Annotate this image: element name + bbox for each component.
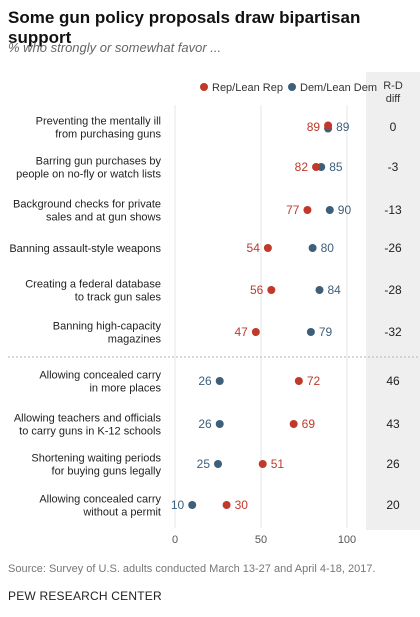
x-tick-label: 50 [255, 534, 267, 546]
row-label: Banning assault-style weapons [9, 243, 161, 255]
row-label: in more places [89, 383, 161, 395]
dem-value-label: 85 [329, 160, 343, 174]
dem-value-label: 79 [319, 325, 333, 339]
dem-dot [214, 460, 222, 468]
row-label: without a permit [82, 507, 161, 519]
dem-value-label: 80 [321, 241, 335, 255]
dem-value-label: 26 [198, 417, 212, 431]
row-label: to track gun sales [75, 292, 162, 304]
row-label: magazines [108, 334, 162, 346]
row-label: Creating a federal database [25, 279, 161, 291]
rep-dot [267, 286, 276, 294]
rep-value-label: 77 [286, 203, 300, 217]
diff-column-header: R-D diff [366, 80, 420, 106]
rep-dot [303, 206, 312, 214]
rep-value-label: 89 [307, 120, 321, 134]
row-label: Background checks for private [13, 199, 161, 211]
dem-dot [215, 377, 224, 385]
row-label: people on no-fly or watch lists [16, 169, 161, 181]
row-label: Allowing concealed carry [39, 370, 161, 382]
dem-value-label: 90 [338, 203, 352, 217]
legend-rep-label: Rep/Lean Rep [212, 82, 283, 94]
diff-column-background [366, 72, 420, 530]
legend-rep-dot [200, 83, 208, 91]
row-label: Allowing teachers and officials [14, 413, 162, 425]
legend-item-rep: Rep/Lean Rep [200, 82, 283, 94]
x-tick-label: 100 [338, 534, 356, 546]
diff-value: -3 [388, 160, 399, 174]
rep-dot [251, 328, 260, 336]
rep-value-label: 82 [295, 160, 309, 174]
row-label: Banning high-capacity [53, 321, 162, 333]
rep-dot [263, 244, 272, 252]
chart-title: Some gun policy proposals draw bipartisa… [8, 8, 361, 47]
rep-value-label: 51 [271, 457, 285, 471]
diff-value: 43 [386, 417, 400, 431]
diff-value: 26 [386, 457, 400, 471]
row-label: to carry guns in K-12 schools [19, 426, 161, 438]
row-label: Allowing concealed carry [39, 494, 161, 506]
rep-value-label: 69 [302, 417, 316, 431]
diff-value: -26 [384, 241, 402, 255]
diff-value: -13 [384, 203, 402, 217]
row-label: Shortening waiting periods [31, 453, 161, 465]
diff-value: 20 [386, 498, 400, 512]
dem-value-label: 84 [327, 283, 341, 297]
dem-value-label: 26 [198, 374, 212, 388]
legend-dem-dot [288, 83, 296, 91]
row-label: Barring gun purchases by [36, 156, 162, 168]
rep-dot [312, 163, 321, 171]
diff-value: 46 [386, 374, 400, 388]
diff-value: -28 [384, 283, 402, 297]
rep-dot [289, 420, 298, 428]
dem-dot [308, 244, 317, 252]
dem-value-label: 25 [197, 457, 211, 471]
diff-header-line-1: R-D [383, 80, 403, 92]
row-label: sales and at gun shows [46, 212, 161, 224]
row-label: for buying guns legally [52, 466, 162, 478]
row-label: from purchasing guns [55, 129, 161, 141]
diff-header-line-2: diff [385, 93, 401, 105]
rep-dot [324, 121, 333, 130]
rep-dot [258, 460, 267, 468]
row-label: Preventing the mentally ill [36, 116, 161, 128]
dem-value-label: 89 [336, 120, 350, 134]
rep-value-label: 54 [247, 241, 261, 255]
dem-value-label: 10 [171, 498, 185, 512]
dem-dot [325, 206, 334, 214]
dem-dot [306, 328, 315, 336]
rep-value-label: 30 [235, 498, 249, 512]
x-tick-label: 0 [172, 534, 178, 546]
dem-dot [188, 501, 197, 509]
diff-value: 0 [390, 120, 397, 134]
diff-value: -32 [384, 325, 402, 339]
dem-dot [315, 286, 324, 294]
org-name: PEW RESEARCH CENTER [8, 589, 162, 603]
rep-value-label: 72 [307, 374, 321, 388]
source-note: Source: Survey of U.S. adults conducted … [8, 563, 376, 575]
rep-value-label: 47 [234, 325, 248, 339]
rep-value-label: 56 [250, 283, 264, 297]
rep-dot [294, 377, 303, 385]
chart-subtitle: % who strongly or somewhat favor ... [8, 40, 222, 55]
rep-dot [222, 501, 231, 509]
legend-item-dem: Dem/Lean Dem [288, 82, 377, 94]
legend-dem-label: Dem/Lean Dem [300, 82, 378, 94]
dem-dot [215, 420, 224, 428]
